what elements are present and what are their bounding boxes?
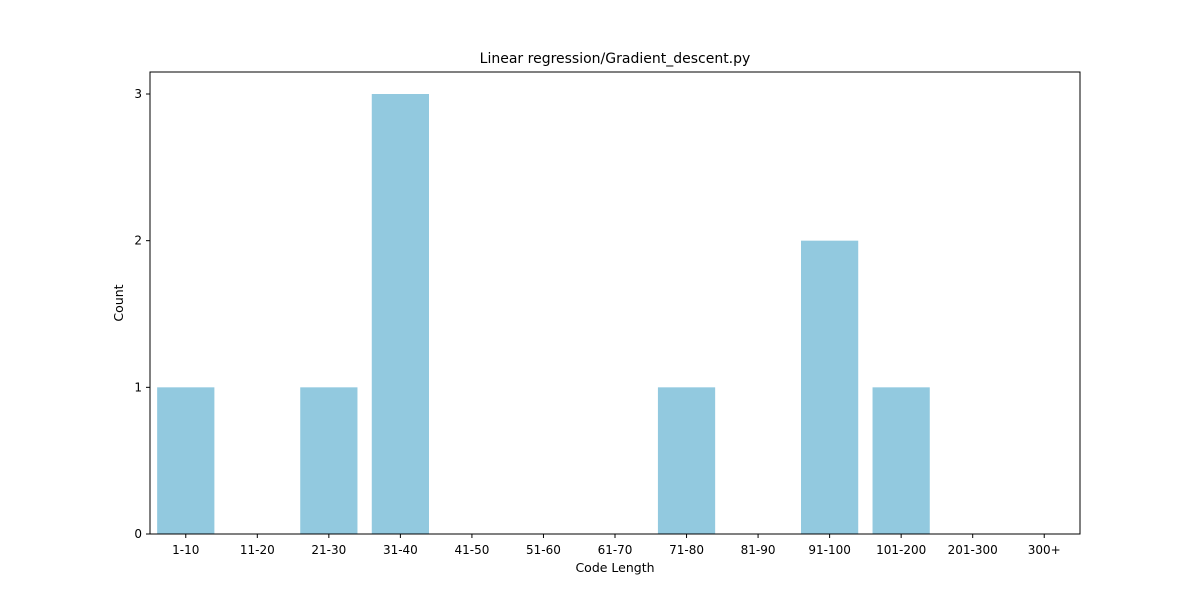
bar-71-80 <box>658 387 715 534</box>
bar-21-30 <box>300 387 357 534</box>
x-tick-label: 11-20 <box>240 543 275 557</box>
bar-31-40 <box>372 94 429 534</box>
y-axis: 0 1 2 3 <box>134 87 150 541</box>
x-axis-label: Code Length <box>575 560 654 575</box>
bars-group <box>157 94 930 534</box>
plot-frame <box>150 72 1080 534</box>
y-tick-label: 2 <box>134 234 142 248</box>
y-tick-label: 1 <box>134 380 142 394</box>
chart-title: Linear regression/Gradient_descent.py <box>480 51 751 67</box>
x-tick-label: 201-300 <box>948 543 998 557</box>
bar-91-100 <box>801 241 858 534</box>
x-tick-label: 61-70 <box>598 543 633 557</box>
x-tick-label: 91-100 <box>808 543 851 557</box>
x-axis: 1-10 11-20 21-30 31-40 41-50 51-60 61-70 71-80 8… <box>172 534 1061 557</box>
y-tick-label: 3 <box>134 87 142 101</box>
bar-101-200 <box>873 387 930 534</box>
x-tick-label: 21-30 <box>311 543 346 557</box>
y-tick-label: 0 <box>134 527 142 541</box>
x-tick-label: 31-40 <box>383 543 418 557</box>
x-tick-label: 300+ <box>1028 543 1061 557</box>
x-tick-label: 71-80 <box>669 543 704 557</box>
x-tick-label: 51-60 <box>526 543 561 557</box>
y-axis-label: Count <box>111 284 126 321</box>
x-tick-label: 81-90 <box>741 543 776 557</box>
x-tick-label: 1-10 <box>172 543 199 557</box>
x-tick-label: 41-50 <box>454 543 489 557</box>
bar-1-10 <box>157 387 214 534</box>
x-tick-label: 101-200 <box>876 543 926 557</box>
